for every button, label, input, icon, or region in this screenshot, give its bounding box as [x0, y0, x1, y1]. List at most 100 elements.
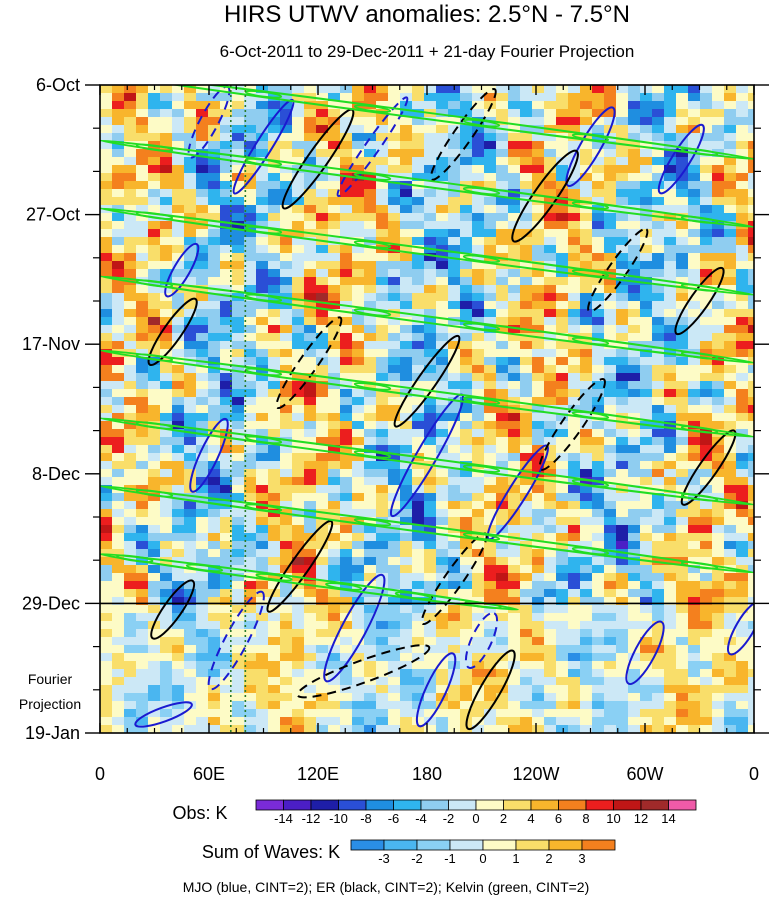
heatmap-cell	[208, 493, 221, 502]
heatmap-cell	[208, 141, 221, 150]
heatmap-cell	[112, 101, 125, 110]
heatmap-cell	[664, 597, 677, 606]
heatmap-cell	[628, 565, 641, 574]
heatmap-cell	[244, 317, 257, 326]
heatmap-cell	[172, 645, 185, 654]
heatmap-cell	[604, 197, 617, 206]
heatmap-cell	[196, 693, 209, 702]
heatmap-cell	[160, 149, 173, 158]
heatmap-cell	[100, 541, 113, 550]
heatmap-cell	[712, 229, 725, 238]
heatmap-cell	[124, 261, 137, 270]
heatmap-cell	[388, 725, 401, 733]
heatmap-cell	[364, 605, 377, 614]
heatmap-cell	[712, 357, 725, 366]
kelvin-contour	[135, 489, 174, 498]
heatmap-cell	[436, 693, 449, 702]
heatmap-cell	[580, 541, 593, 550]
heatmap-cell	[556, 181, 569, 190]
heatmap-cell	[592, 541, 605, 550]
heatmap-cell	[352, 389, 365, 398]
heatmap-cell	[532, 405, 545, 414]
heatmap-cell	[664, 517, 677, 526]
heatmap-cell	[376, 485, 389, 494]
heatmap-cell	[220, 485, 233, 494]
heatmap-cell	[352, 405, 365, 414]
heatmap-cell	[280, 101, 293, 110]
heatmap-cell	[592, 277, 605, 286]
heatmap-cell	[592, 573, 605, 582]
heatmap-cell	[664, 101, 677, 110]
heatmap-cell	[736, 677, 749, 686]
heatmap-cell	[316, 597, 329, 606]
heatmap-cell	[244, 677, 257, 686]
heatmap-cell	[196, 517, 209, 526]
heatmap-cell	[400, 613, 413, 622]
heatmap-cell	[412, 629, 425, 638]
heatmap-cell	[316, 477, 329, 486]
heatmap-cell	[364, 205, 377, 214]
kelvin-contour	[244, 435, 283, 444]
heatmap-cell	[376, 717, 389, 726]
heatmap-cell	[352, 357, 365, 366]
heatmap-cell	[268, 317, 281, 326]
heatmap-cell	[376, 461, 389, 470]
heatmap-cell	[244, 349, 257, 358]
heatmap-cell	[484, 181, 497, 190]
heatmap-cell	[676, 589, 689, 598]
heatmap-cell	[376, 181, 389, 190]
heatmap-cell	[112, 221, 125, 230]
heatmap-cell	[364, 445, 377, 454]
heatmap-cell	[532, 485, 545, 494]
heatmap-cell	[340, 669, 353, 678]
heatmap-cell	[412, 717, 425, 726]
heatmap-cell	[460, 637, 473, 646]
heatmap-cell	[676, 613, 689, 622]
heatmap-cell	[376, 573, 389, 582]
heatmap-cell	[100, 429, 113, 438]
heatmap-cell	[376, 157, 389, 166]
heatmap-cell	[352, 213, 365, 222]
heatmap-cell	[556, 141, 569, 150]
heatmap-cell	[520, 381, 533, 390]
heatmap-cell	[100, 709, 113, 718]
heatmap-cell	[352, 621, 365, 630]
heatmap-cell	[244, 389, 257, 398]
heatmap-cell	[112, 661, 125, 670]
heatmap-cell	[724, 141, 737, 150]
heatmap-cell	[388, 637, 401, 646]
heatmap-cell	[616, 357, 629, 366]
heatmap-cell	[436, 509, 449, 518]
heatmap-cell	[748, 461, 754, 470]
heatmap-cell	[388, 181, 401, 190]
heatmap-cell	[700, 685, 713, 694]
heatmap-cell	[736, 581, 749, 590]
heatmap-cell	[184, 333, 197, 342]
y-tick-label: 6-Oct	[36, 75, 80, 95]
heatmap-cell	[616, 373, 629, 382]
heatmap-cell	[340, 365, 353, 374]
heatmap-cell	[604, 717, 617, 726]
heatmap-cell	[532, 717, 545, 726]
heatmap-cell	[532, 477, 545, 486]
heatmap-cell	[292, 725, 305, 733]
heatmap-cell	[316, 605, 329, 614]
heatmap-cell	[748, 245, 754, 254]
heatmap-cell	[184, 293, 197, 302]
heatmap-cell	[448, 173, 461, 182]
heatmap-cell	[340, 709, 353, 718]
heatmap-cell	[640, 317, 653, 326]
heatmap-cell	[556, 309, 569, 318]
heatmap-cell	[328, 493, 341, 502]
obs-colorbar-tick-label: 4	[527, 811, 534, 826]
heatmap-cell	[436, 325, 449, 334]
waves-colorbar-swatch	[581, 839, 616, 851]
heatmap-cell	[628, 629, 641, 638]
heatmap-cell	[580, 381, 593, 390]
heatmap-cell	[460, 125, 473, 134]
heatmap-cell	[184, 573, 197, 582]
heatmap-cell	[592, 325, 605, 334]
heatmap-cell	[592, 197, 605, 206]
heatmap-cell	[736, 373, 749, 382]
heatmap-cell	[172, 637, 185, 646]
